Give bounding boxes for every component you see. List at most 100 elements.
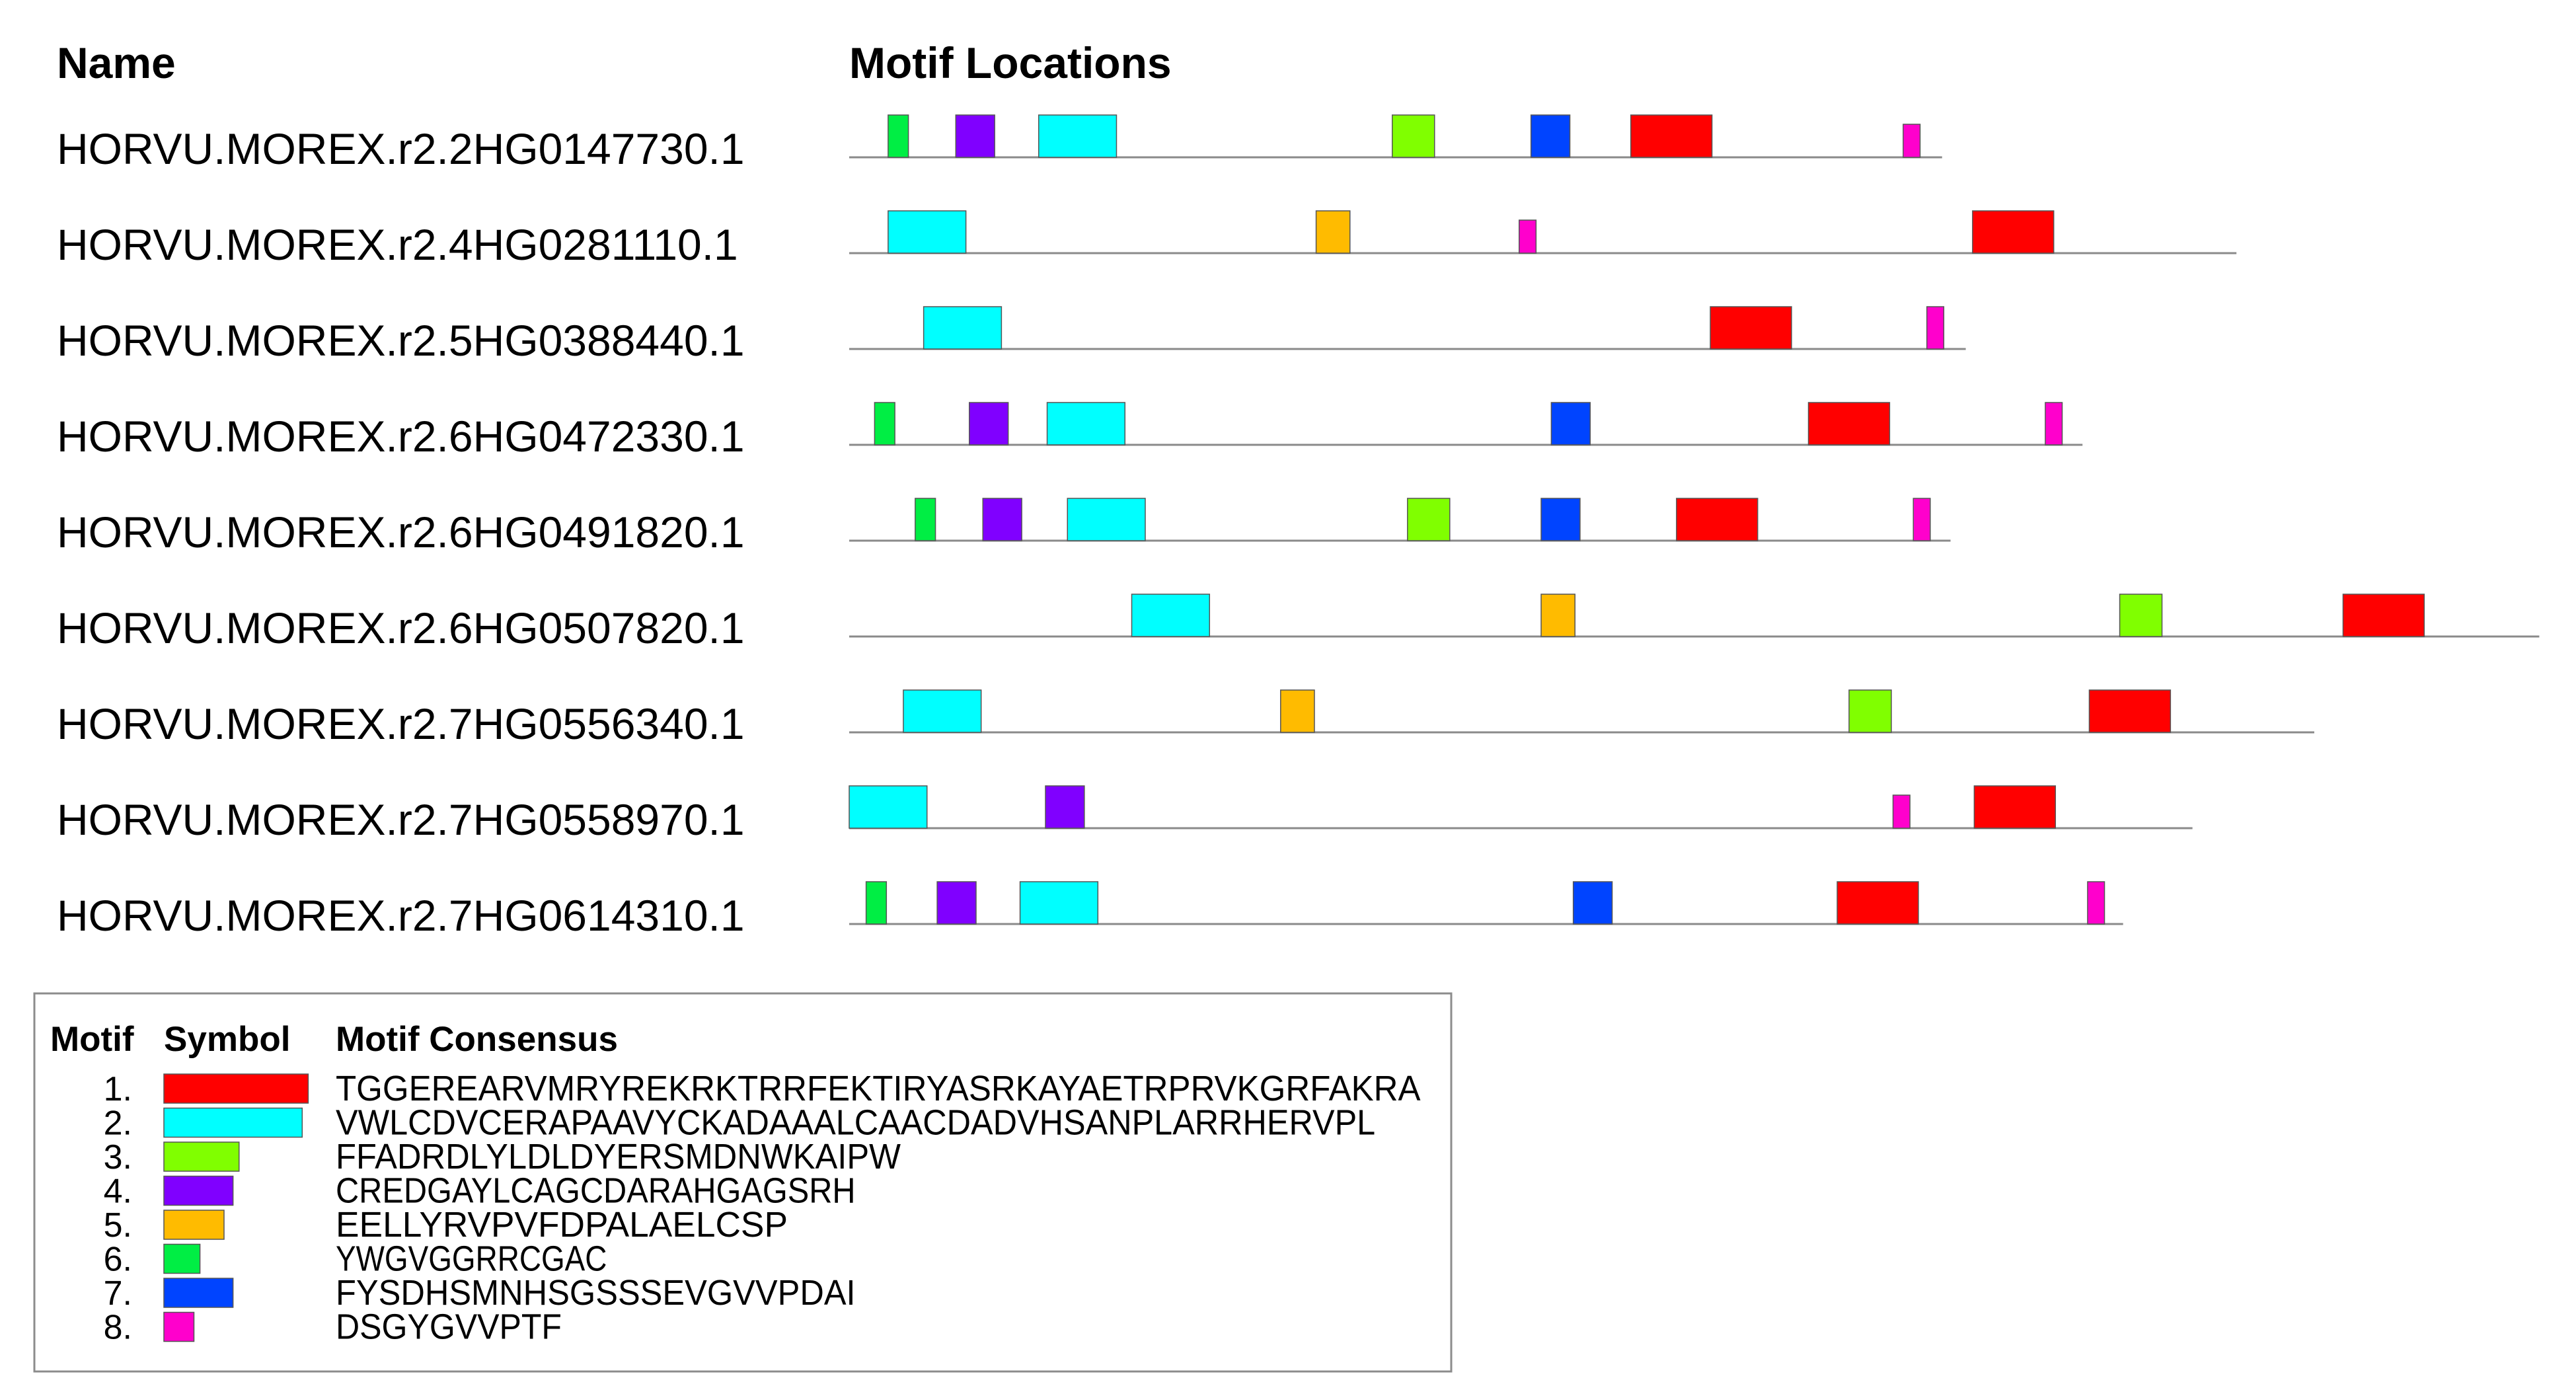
legend-consensus: FYSDHSMNHSGSSSEVGVVPDAI [336,1273,856,1313]
sequence-name: HORVU.MOREX.r2.5HG0388440.1 [57,316,745,365]
motif-8-site [1519,219,1537,254]
motif-8-site [1913,498,1931,541]
motif-6-site [874,402,895,445]
legend-motif-number: 3. [104,1138,132,1176]
motif-4-site [1045,785,1085,829]
motif-6-site [865,881,888,925]
motif-2-site [1019,881,1099,925]
legend-motif-number: 1. [104,1070,132,1108]
motif-7-site [1540,498,1581,541]
motif-2-site [903,689,982,733]
sequence-rows: HORVU.MOREX.r2.2HG0147730.1 HORVU.MOREX.r… [57,114,2540,940]
motif-2-site [1038,114,1118,158]
motif-8-site [2045,402,2063,445]
legend-symbol [163,1073,309,1104]
motif-3-site [1848,689,1892,733]
motif-2-site [888,210,967,254]
motif-1-site [1807,402,1891,445]
legend-motif-number: 7. [104,1274,132,1313]
legend-consensus: CREDGAYLCAGCDARAHGAGSRH [336,1171,856,1211]
sequence-name: HORVU.MOREX.r2.7HG0558970.1 [57,795,745,844]
motif-7-site [1572,881,1613,925]
legend-consensus: TGGEREARVMRYREKRKTRRFEKTIRYASRKAYAETRPRV… [336,1069,1421,1108]
motif-4-site [982,498,1022,541]
motif-1-site [1837,881,1919,925]
sequence-row: HORVU.MOREX.r2.7HG0614310.1 [57,881,2123,940]
motif-6-site [915,498,936,541]
sequence-row: HORVU.MOREX.r2.6HG0491820.1 [57,498,1951,557]
legend-row: 5. EELLYRVPVFDPALAELCSP [104,1205,788,1245]
legend-consensus: VWLCDVCERAPAAVYCKADAAALCAACDADVHSANPLARR… [336,1103,1375,1143]
legend-motif-number: 4. [104,1173,132,1211]
legend-symbol [163,1175,234,1206]
motif-1-site [1676,498,1759,541]
legend-motif-number: 2. [104,1104,132,1143]
sequence-name: HORVU.MOREX.r2.6HG0507820.1 [57,603,745,652]
motif-3-site [1392,114,1435,158]
motif-2-site [923,306,1003,350]
motif-8-site [1903,124,1921,158]
legend-symbol [163,1141,240,1172]
legend-motif-number: 6. [104,1241,132,1279]
motif-1-site [2342,594,2425,637]
legend-motif-number: 8. [104,1309,132,1347]
motif-5-site [1315,210,1351,254]
motif-6-site [888,114,909,158]
motif-8-site [1892,794,1911,829]
legend-symbol [163,1243,201,1274]
legend-row: 6. YWGVGGRRCGAC [104,1239,607,1279]
legend-symbol [163,1107,303,1138]
sequence-row: HORVU.MOREX.r2.2HG0147730.1 [57,114,1942,173]
legend-rows: 1. TGGEREARVMRYREKRKTRRFEKTIRYASRKAYAETRP… [104,1069,1421,1347]
legend-consensus-header: Motif Consensus [336,1020,618,1059]
sequence-name: HORVU.MOREX.r2.6HG0472330.1 [57,412,745,461]
motif-1-site [2088,689,2172,733]
motif-2-site [1067,498,1146,541]
sequence-name: HORVU.MOREX.r2.2HG0147730.1 [57,124,745,173]
motif-2-site [1046,402,1126,445]
legend-symbol [163,1278,234,1308]
motif-5-site [1280,689,1315,733]
legend-row: 4. CREDGAYLCAGCDARAHGAGSRH [104,1171,856,1211]
legend-symbol-header: Symbol [164,1020,290,1059]
motif-1-site [1973,785,2057,829]
sequence-row: HORVU.MOREX.r2.7HG0558970.1 [57,785,2193,844]
legend-consensus: FFADRDLYLDLDYERSMDNWKAIPW [336,1137,901,1176]
name-column-header: Name [57,38,176,87]
legend-symbol [163,1210,225,1240]
legend-consensus: EELLYRVPVFDPALAELCSP [336,1205,788,1245]
legend-consensus: YWGVGGRRCGAC [336,1239,607,1279]
legend-symbol [163,1311,195,1342]
legend-border [33,992,1453,1373]
legend-row: 1. TGGEREARVMRYREKRKTRRFEKTIRYASRKAYAETRP… [104,1069,1421,1108]
motif-8-site [1926,306,1945,350]
sequence-name: HORVU.MOREX.r2.4HG0281110.1 [57,220,738,269]
motif-3-site [1407,498,1451,541]
motif-4-site [969,402,1009,445]
motif-7-site [1550,402,1591,445]
motif-3-site [2119,594,2163,637]
motif-1-site [1972,210,2055,254]
motif-4-site [936,881,977,925]
motif-8-site [2087,881,2105,925]
motif-7-site [1530,114,1571,158]
sequence-row: HORVU.MOREX.r2.6HG0472330.1 [57,402,2083,461]
motif-4-site [955,114,995,158]
sequence-row: HORVU.MOREX.r2.7HG0556340.1 [57,689,2314,748]
motif-locations-header: Motif Locations [849,38,1172,87]
sequence-row: HORVU.MOREX.r2.5HG0388440.1 [57,306,1966,365]
motif-1-site [1630,114,1713,158]
motif-1-site [1710,306,1792,350]
motif-2-site [1131,594,1211,637]
legend-row: 7. FYSDHSMNHSGSSSEVGVVPDAI [104,1273,856,1313]
motif-2-site [849,785,928,829]
motif-5-site [1540,594,1575,637]
sequence-row: HORVU.MOREX.r2.6HG0507820.1 [57,594,2540,652]
sequence-row: HORVU.MOREX.r2.4HG0281110.1 [57,210,2237,269]
legend-motif-number: 5. [104,1206,132,1245]
legend-row: 8. DSGYGVVPTF [104,1307,562,1347]
sequence-name: HORVU.MOREX.r2.7HG0614310.1 [57,891,745,940]
sequence-name: HORVU.MOREX.r2.7HG0556340.1 [57,699,745,748]
sequence-name: HORVU.MOREX.r2.6HG0491820.1 [57,508,745,557]
